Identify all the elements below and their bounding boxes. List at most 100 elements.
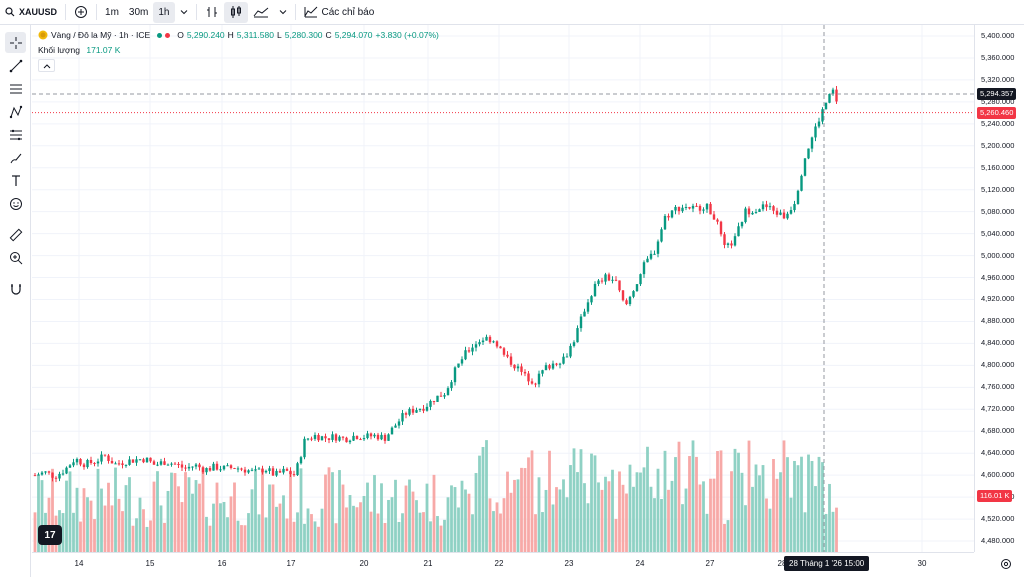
measure-tool[interactable] xyxy=(5,224,26,245)
candle-body xyxy=(457,363,460,368)
volume-bar xyxy=(618,471,621,552)
candle-body xyxy=(751,212,754,215)
candle-body xyxy=(429,400,432,407)
candle-body xyxy=(359,439,362,441)
symbol-search[interactable]: XAUUSD xyxy=(0,2,62,23)
candle-body xyxy=(401,413,404,422)
interval-dropdown[interactable] xyxy=(175,2,193,23)
volume-bar xyxy=(68,471,72,552)
candle-body xyxy=(257,468,261,470)
volume-bar xyxy=(789,497,793,552)
candle-body xyxy=(100,454,103,462)
candle-body xyxy=(331,434,334,440)
candle-body xyxy=(93,462,96,464)
candle-body xyxy=(96,461,100,464)
volume-bar xyxy=(240,525,243,552)
magnet-tool[interactable] xyxy=(5,278,26,299)
candle-body xyxy=(82,464,86,468)
volume-bar xyxy=(404,485,408,552)
volume-bar xyxy=(698,484,702,552)
volume-bar xyxy=(117,498,121,552)
forecast-tool[interactable] xyxy=(5,124,26,145)
candle-body xyxy=(37,474,40,476)
chart-pane[interactable] xyxy=(32,25,974,552)
volume-bar xyxy=(835,507,838,552)
candle-body xyxy=(247,470,250,473)
volume-bar xyxy=(324,474,327,552)
settings-icon[interactable] xyxy=(1000,558,1012,570)
volume-bar xyxy=(254,470,257,552)
time-axis[interactable]: 14 15 16 17 20 21 22 23 24 27 28 30 xyxy=(32,552,1011,577)
volume-bar xyxy=(320,508,324,552)
volume-bar xyxy=(299,468,303,552)
drawing-toolbar xyxy=(0,25,31,577)
candle-body xyxy=(618,280,621,291)
trend-line-tool[interactable] xyxy=(5,55,26,76)
candle-body xyxy=(443,395,446,397)
emoji-tool[interactable] xyxy=(5,193,26,214)
candlestick-chart[interactable] xyxy=(32,25,974,552)
magnet-icon xyxy=(10,283,21,295)
interval-1h[interactable]: 1h xyxy=(153,1,175,23)
trend-line-icon xyxy=(9,59,22,72)
candle-body xyxy=(562,356,565,364)
volume-bar xyxy=(226,517,229,552)
price-axis[interactable]: 5,400.000 5,360.000 5,320.000 5,280.000 5,24… xyxy=(974,25,1024,552)
interval-30m[interactable]: 30m xyxy=(128,6,149,18)
volume-bar xyxy=(79,521,82,552)
candle-body xyxy=(719,221,723,235)
volume-bar xyxy=(317,526,320,552)
pattern-tool[interactable] xyxy=(5,101,26,122)
crosshair-tool[interactable] xyxy=(5,32,26,53)
candle-body xyxy=(579,316,583,329)
volume-bar xyxy=(516,479,520,552)
candle-body xyxy=(425,406,429,411)
volume-bar xyxy=(537,477,541,552)
candle-body xyxy=(600,280,604,282)
candle-body xyxy=(656,241,660,254)
candle-body xyxy=(121,463,124,465)
volume-bar xyxy=(380,483,383,552)
time-tick: 23 xyxy=(564,559,574,568)
text-tool[interactable] xyxy=(5,170,26,191)
candle-body xyxy=(488,336,492,343)
area-chart-type[interactable] xyxy=(248,2,274,23)
candle-body xyxy=(530,381,534,384)
brush-tool[interactable] xyxy=(5,147,26,168)
candle-body xyxy=(628,296,632,305)
candle-body xyxy=(422,408,425,411)
bar-chart-type[interactable] xyxy=(200,2,224,23)
candle-chart-type[interactable] xyxy=(223,1,248,23)
candle-body xyxy=(572,342,576,346)
volume-bar xyxy=(114,467,117,552)
volume-bar xyxy=(817,456,821,552)
interval-1m[interactable]: 1m xyxy=(105,6,119,18)
candle-body xyxy=(348,440,352,443)
tradingview-logo[interactable]: 17 xyxy=(38,525,62,545)
price-tick: 4,760.000 xyxy=(981,382,1015,392)
time-tick: 16 xyxy=(217,559,227,568)
time-tick: 27 xyxy=(705,559,715,568)
candle-body xyxy=(474,344,478,348)
symbol-title[interactable]: Vàng / Đô la Mỹ · 1h · ICE xyxy=(51,30,151,40)
time-tick: 21 xyxy=(423,559,433,568)
brush-icon xyxy=(10,153,21,163)
top-toolbar: XAUUSD 1m 30m 1h Các chỉ báo xyxy=(0,0,1024,25)
collapse-legend-button[interactable] xyxy=(38,59,55,72)
volume-bar xyxy=(723,523,726,552)
candle-body xyxy=(646,258,649,263)
indicators-button[interactable]: Các chỉ báo xyxy=(299,2,380,23)
candle-body xyxy=(467,350,471,352)
candle-body xyxy=(611,279,614,281)
candle-body xyxy=(275,470,278,476)
candle-body xyxy=(723,234,726,245)
chart-type-dropdown[interactable] xyxy=(274,2,292,23)
volume-bars xyxy=(33,440,838,552)
zoom-tool[interactable] xyxy=(5,247,26,268)
compare-button[interactable] xyxy=(69,2,93,23)
candle-body xyxy=(639,274,642,285)
candle-body xyxy=(698,205,702,211)
candle-body xyxy=(415,410,418,413)
candle-body xyxy=(779,212,782,215)
parallel-channel-tool[interactable] xyxy=(5,78,26,99)
